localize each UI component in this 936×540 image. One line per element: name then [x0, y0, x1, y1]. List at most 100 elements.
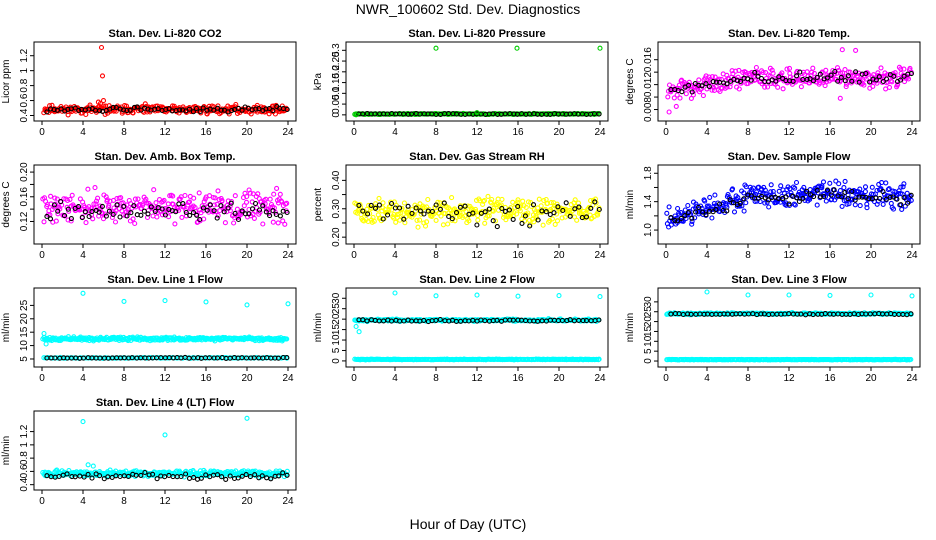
data-point: [386, 206, 392, 213]
data-point: [856, 194, 862, 200]
data-point: [441, 200, 447, 206]
data-point: [703, 212, 709, 218]
data-point: [178, 473, 184, 480]
data-point: [89, 475, 95, 481]
data-point: [121, 298, 127, 304]
data-point: [462, 213, 468, 219]
figure-title: NWR_100602 Std. Dev. Diagnostics: [355, 1, 581, 17]
data-point: [183, 209, 189, 216]
data-point: [888, 200, 894, 206]
data-point: [270, 208, 276, 214]
data-point: [191, 474, 197, 480]
data-point: [72, 474, 78, 480]
x-tick-label: 8: [745, 250, 751, 261]
data-point: [575, 200, 582, 206]
y-tick-label: 5: [331, 347, 342, 353]
data-point: [735, 195, 741, 201]
data-point: [277, 191, 283, 197]
data-point: [513, 211, 520, 217]
data-point: [242, 211, 248, 217]
data-point: [267, 196, 273, 202]
y-tick-label: 0: [643, 358, 654, 364]
data-point: [748, 77, 754, 83]
x-tick-label: 16: [200, 127, 212, 138]
data-point: [838, 74, 844, 80]
data-point: [515, 293, 521, 299]
data-point: [193, 105, 199, 112]
data-point: [475, 217, 481, 223]
data-point: [857, 203, 863, 209]
data-point: [376, 195, 382, 201]
data-point: [713, 79, 719, 85]
data-point: [815, 190, 821, 196]
data-point: [731, 209, 738, 215]
data-point: [552, 221, 558, 227]
data-point: [908, 197, 914, 203]
x-tick-label: 8: [121, 496, 127, 507]
data-point: [899, 206, 905, 212]
y-tick-label: 0.30: [331, 199, 342, 219]
data-point: [159, 206, 165, 212]
data-point: [51, 202, 57, 208]
x-tick-label: 12: [471, 373, 483, 384]
data-point: [554, 218, 561, 224]
panel-title: Stan. Dev. Li-820 Temp.: [728, 28, 850, 40]
panel-5: Stan. Dev. Gas Stream RH percent 0 4 8 12 16 20…: [313, 151, 609, 261]
data-point: [75, 204, 82, 210]
data-point: [385, 212, 391, 218]
data-point: [482, 209, 488, 215]
data-point: [510, 216, 516, 222]
data-point: [689, 218, 695, 225]
data-point: [214, 355, 221, 361]
data-point: [206, 103, 212, 109]
data-point: [200, 105, 206, 111]
data-point: [131, 203, 137, 209]
data-point: [389, 207, 395, 213]
data-point: [696, 77, 702, 83]
data-point: [186, 106, 193, 112]
data-point: [752, 69, 758, 75]
data-point: [878, 65, 884, 71]
data-point: [889, 79, 895, 85]
data-point: [523, 204, 529, 210]
data-point: [232, 210, 238, 216]
data-point: [486, 206, 492, 212]
data-point: [664, 210, 670, 216]
data-point: [83, 220, 89, 226]
data-point: [138, 212, 144, 218]
data-point: [685, 202, 691, 209]
data-point: [457, 204, 463, 210]
x-tick-label: 24: [594, 250, 606, 261]
x-tick-label: 16: [200, 250, 212, 261]
data-point: [150, 471, 156, 477]
data-point: [474, 110, 480, 116]
data-point: [596, 356, 602, 362]
data-point: [887, 194, 893, 201]
data-point: [43, 341, 49, 347]
panel-title: Stan. Dev. Amb. Box Temp.: [95, 151, 236, 163]
data-point: [89, 205, 95, 211]
panel-1: Stan. Dev. Li-820 CO2 Licor ppm 0 4 8 12 16 20 2…: [1, 28, 297, 138]
data-point: [753, 64, 759, 71]
data-point: [118, 195, 124, 201]
x-tick-label: 0: [39, 496, 45, 507]
data-point: [849, 188, 855, 194]
data-point: [172, 221, 178, 227]
y-tick-label: 0.4: [19, 477, 30, 491]
data-point: [52, 195, 58, 201]
data-point: [583, 214, 590, 220]
data-point: [68, 216, 74, 222]
data-point: [98, 44, 105, 51]
data-point: [592, 199, 598, 205]
y-tick-label: 0.008: [643, 97, 654, 122]
data-point: [839, 194, 845, 200]
data-point: [822, 193, 829, 199]
x-tick-label: 16: [824, 127, 836, 138]
data-point: [106, 208, 112, 214]
data-point: [356, 202, 362, 208]
panel-2: Stan. Dev. Li-820 Pressure kPa 0 4 8 12 16 20 24…: [313, 28, 609, 138]
data-point: [85, 462, 91, 468]
y-tick-label: 0.3: [331, 43, 342, 57]
